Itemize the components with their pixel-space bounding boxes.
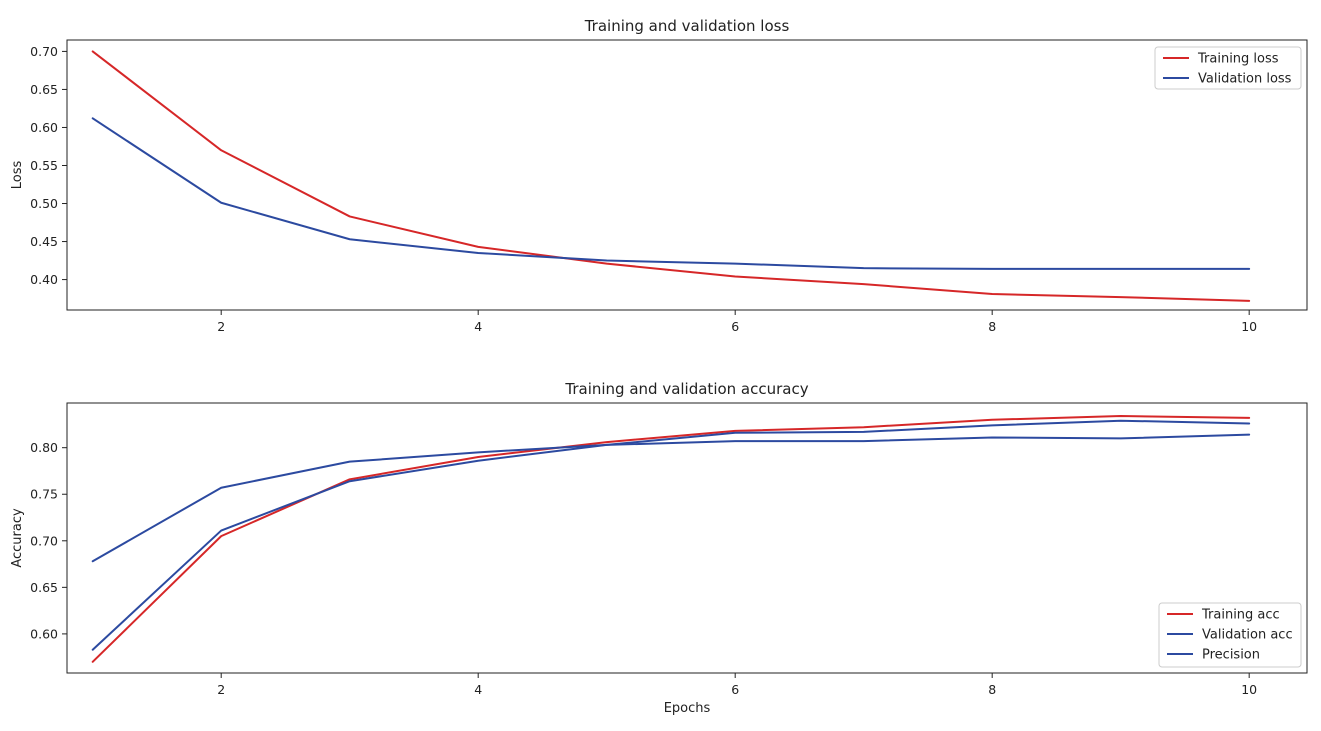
series-line-training-loss [91, 50, 1251, 302]
series-line-validation-loss [91, 117, 1251, 270]
chart-title: Training and validation loss [584, 17, 790, 35]
accuracy-chart: 2 4 6 8 10 0.60 0.65 0.70 0.75 0.80 Training and v… [10, 380, 1308, 716]
series-line-precision [91, 433, 1251, 563]
x-tick-label: 10 [1241, 319, 1257, 334]
y-tick-label: 0.70 [30, 44, 58, 59]
legend: Training loss Validation loss [1154, 46, 1302, 90]
axes-frame [66, 39, 1308, 311]
y-tick-label: 0.70 [30, 533, 58, 548]
x-axis-label: Epochs [664, 701, 711, 716]
x-tick-label: 6 [731, 319, 739, 334]
legend-label: Training acc [1201, 608, 1280, 623]
y-tick-label: 0.60 [30, 120, 58, 135]
y-tick-label: 0.75 [30, 487, 58, 502]
chart-title: Training and validation accuracy [564, 380, 808, 398]
y-tick-label: 0.45 [30, 234, 58, 249]
y-axis-label: Loss [10, 161, 25, 190]
y-tick-label: 0.65 [30, 82, 58, 97]
x-tick-label: 8 [988, 682, 996, 697]
x-tick-label: 8 [988, 319, 996, 334]
x-tick-label: 6 [731, 682, 739, 697]
y-tick-label: 0.55 [30, 158, 58, 173]
x-tick-label: 2 [217, 319, 225, 334]
loss-chart: 2 4 6 8 10 0.40 0.45 0.50 0.55 0.60 0.65 0.70 Traini… [10, 17, 1308, 334]
y-tick-label: 0.65 [30, 580, 58, 595]
y-axis-label: Accuracy [10, 508, 25, 568]
series-line-validation-acc [91, 419, 1251, 651]
axes-frame [66, 402, 1308, 674]
legend-box [1158, 602, 1302, 668]
y-tick-label: 0.80 [30, 440, 58, 455]
legend-label: Validation acc [1202, 628, 1293, 643]
x-tick-label: 4 [474, 682, 482, 697]
legend-box [1154, 46, 1302, 90]
x-tick-label: 2 [217, 682, 225, 697]
x-tick-label: 10 [1241, 682, 1257, 697]
series-line-training-acc [91, 415, 1251, 663]
x-tick-label: 4 [474, 319, 482, 334]
legend: Training acc Validation acc Precision [1158, 602, 1302, 668]
y-tick-label: 0.60 [30, 626, 58, 641]
y-tick-label: 0.40 [30, 272, 58, 287]
legend-label: Precision [1202, 648, 1260, 663]
y-tick-label: 0.50 [30, 196, 58, 211]
legend-label: Validation loss [1198, 72, 1292, 87]
legend-label: Training loss [1197, 52, 1279, 67]
